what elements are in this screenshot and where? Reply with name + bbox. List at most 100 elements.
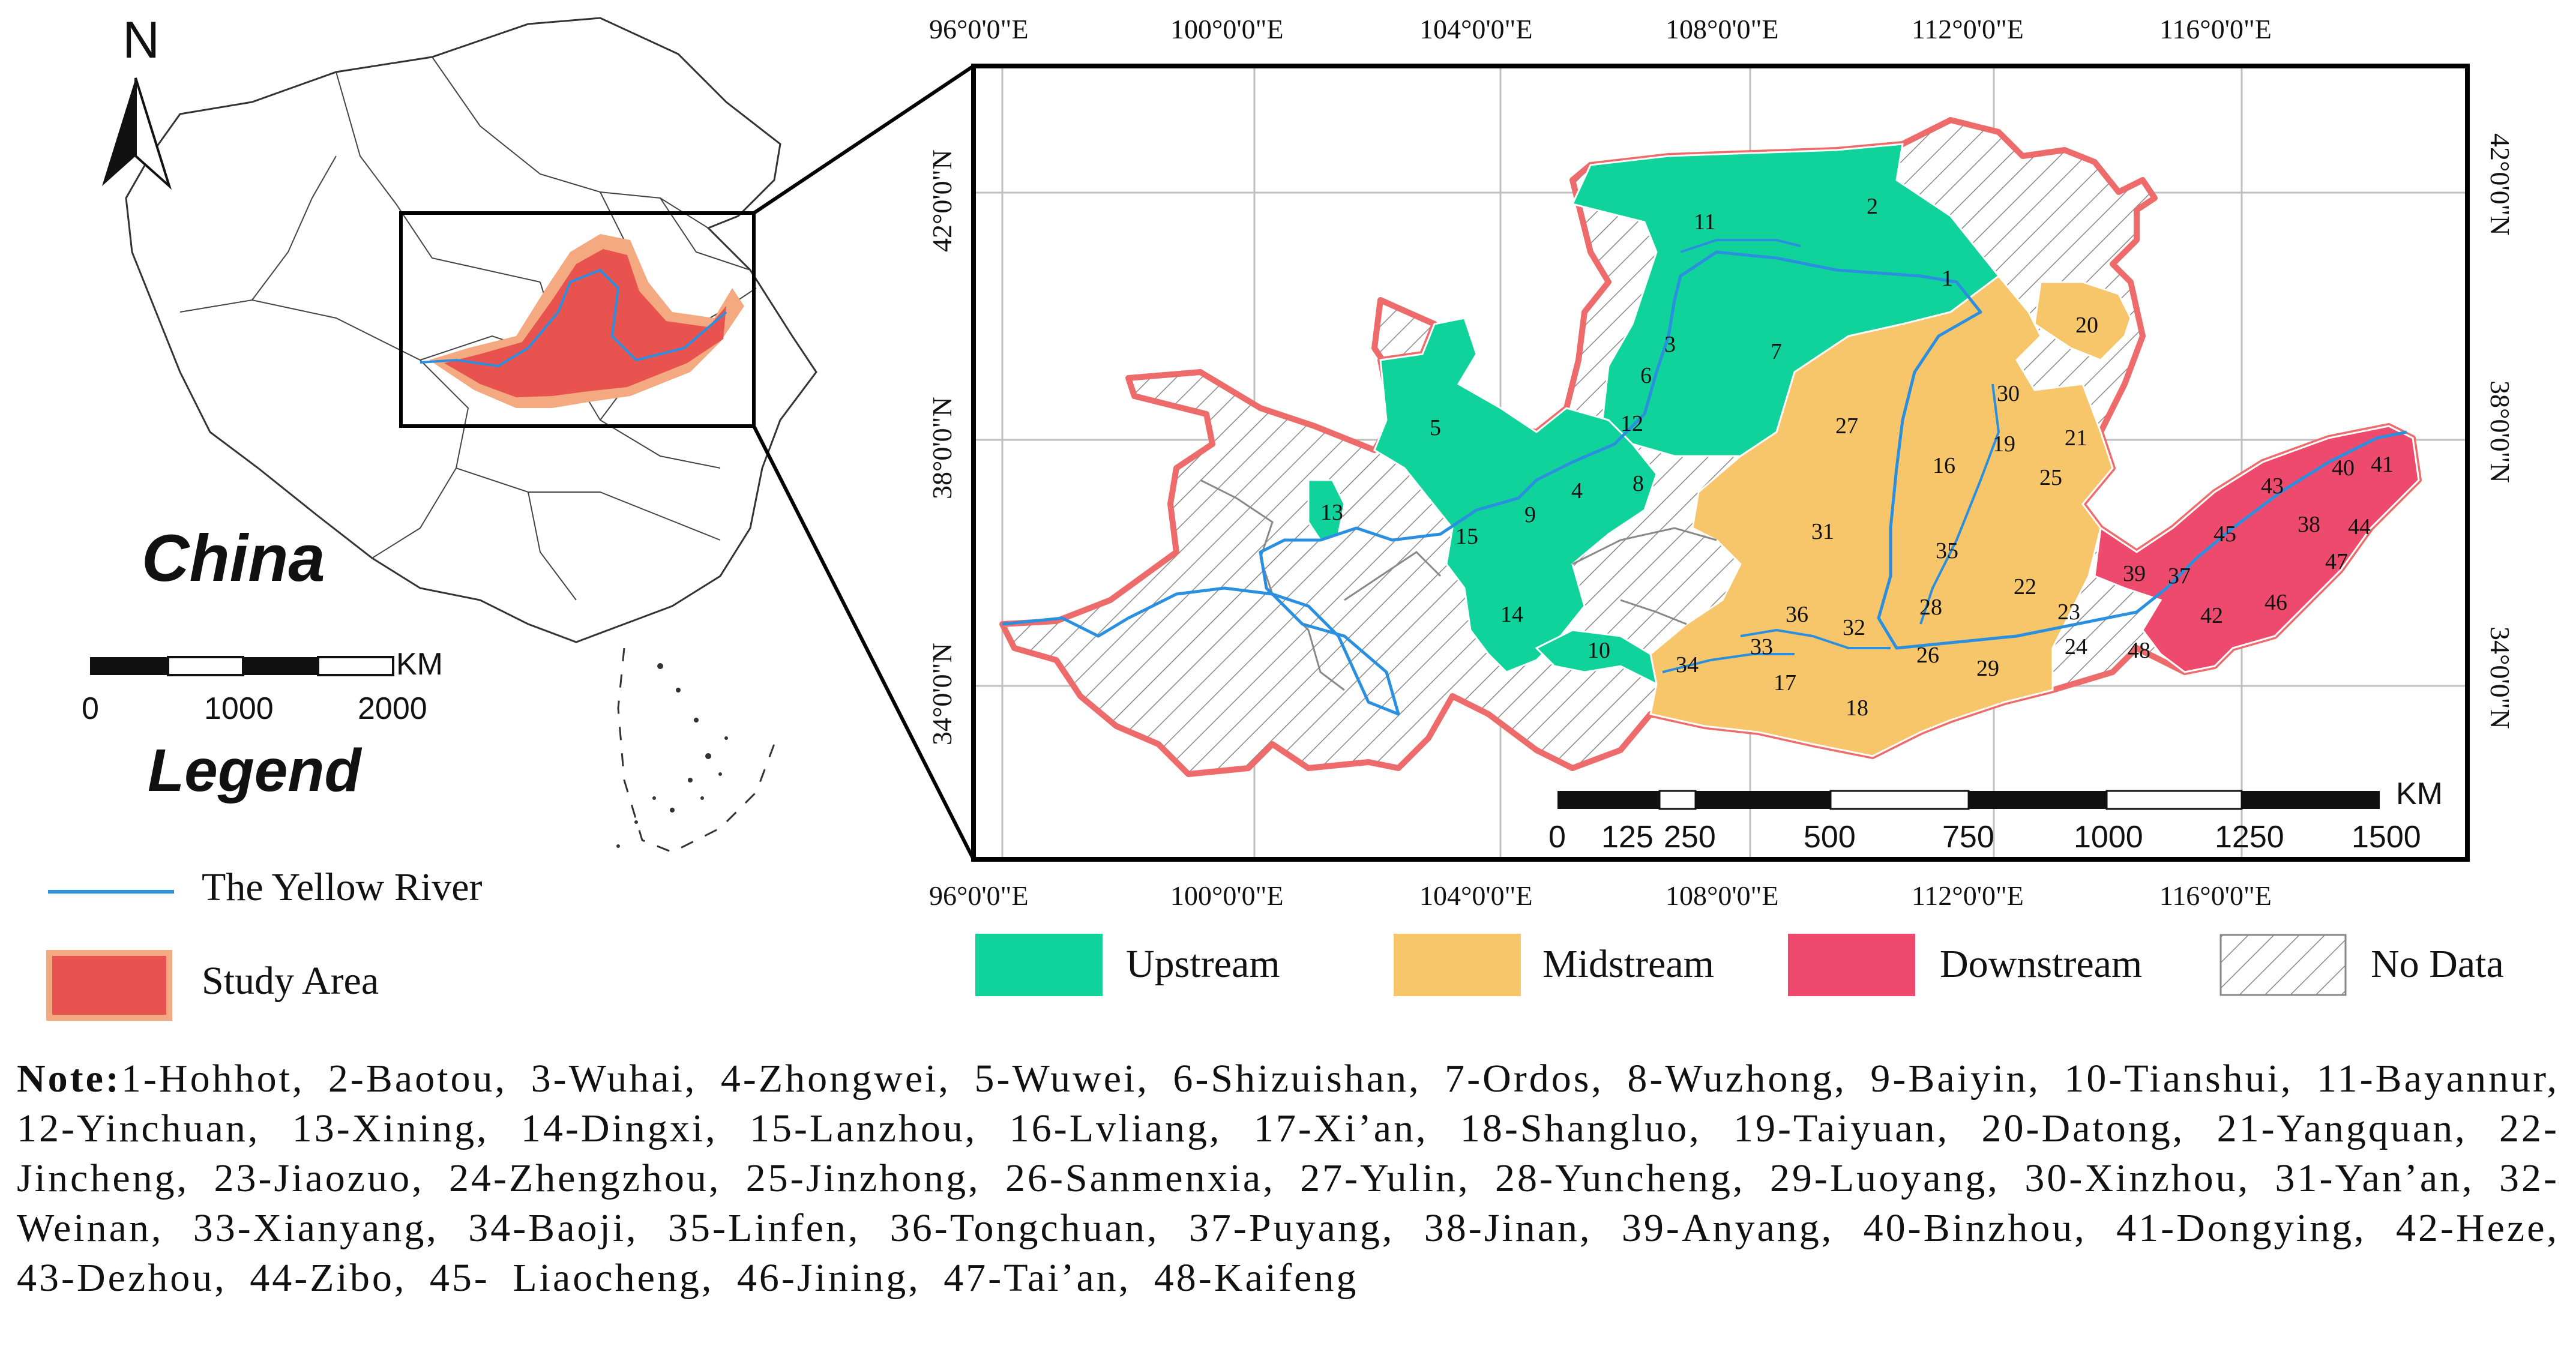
region-label-47: 47	[2325, 549, 2348, 574]
latitude-labels-left: 42°0'0"N 38°0'0"N 34°0'0"N	[927, 149, 957, 745]
city-index-note: Note:1-Hohhot, 2-Baotou, 3-Wuhai, 4-Zhon…	[17, 1054, 2559, 1303]
region-label-43: 43	[2261, 473, 2284, 499]
region-label-3: 3	[1664, 332, 1676, 357]
region-label-10: 10	[1587, 638, 1610, 663]
lon-label-bottom-104: 104°0'0"E	[1419, 880, 1533, 911]
hetao-loop	[1680, 239, 1801, 253]
region-label-20: 20	[2075, 313, 2098, 338]
region-label-18: 18	[1846, 696, 1868, 721]
legend-title: Legend	[148, 737, 362, 804]
lat-label-left-38: 38°0'0"N	[927, 397, 957, 499]
no-data-borders	[1200, 479, 1717, 691]
region-label-9: 9	[1524, 502, 1536, 527]
region-label-44: 44	[2348, 514, 2371, 539]
inset-extent-box	[399, 211, 756, 428]
china-outline	[125, 17, 817, 643]
figure-canvas: N China KM 0 1000 2000 Legend The Yellow…	[46, 11, 2515, 1021]
region-label-40: 40	[2332, 455, 2355, 481]
lat-label-left-42: 42°0'0"N	[927, 149, 957, 252]
country-label: China	[142, 521, 325, 595]
latitude-labels-right: 42°0'0"N 38°0'0"N 34°0'0"N	[2485, 133, 2515, 729]
inset-yellow-river	[420, 268, 727, 368]
midstream-label: Midstream	[1542, 942, 1714, 986]
region-label-41: 41	[2371, 452, 2394, 477]
main-scale-tick-500: 500	[1804, 820, 1856, 855]
main-scale-tick-1250: 1250	[2215, 820, 2284, 855]
region-label-22: 22	[2014, 574, 2036, 599]
region-label-2: 2	[1867, 194, 1878, 219]
downstream-swatch	[1788, 934, 1915, 996]
region-label-19: 19	[1993, 431, 2015, 457]
region-label-14: 14	[1500, 602, 1523, 627]
north-label: N	[122, 11, 160, 69]
region-label-23: 23	[2057, 599, 2080, 625]
region-number-labels: 1 2 3 4 5 6 7 8 9 10 11 12 13 14 15 16 1…	[1320, 194, 2394, 721]
region-label-5: 5	[1430, 415, 1441, 440]
river-tributary-1	[1919, 383, 2000, 625]
lon-label-top-116: 116°0'0"E	[2159, 14, 2272, 44]
lon-label-top-108: 108°0'0"E	[1666, 14, 1779, 44]
region-label-24: 24	[2065, 634, 2087, 659]
region-label-30: 30	[1997, 381, 2020, 406]
lon-label-bottom-100: 100°0'0"E	[1170, 880, 1284, 911]
region-label-31: 31	[1811, 519, 1834, 544]
region-label-46: 46	[2265, 590, 2287, 615]
inset-scale-bar: KM 0 1000 2000	[82, 647, 443, 726]
lat-label-right-38: 38°0'0"N	[2485, 380, 2515, 483]
region-label-13: 13	[1320, 500, 1343, 525]
study-area-core	[444, 249, 726, 397]
upstream-swatch	[975, 934, 1103, 996]
longitude-labels-top: 96°0'0"E 100°0'0"E 104°0'0"E 108°0'0"E 1…	[929, 14, 2272, 44]
lon-label-top-100: 100°0'0"E	[1170, 14, 1284, 44]
region-label-36: 36	[1786, 602, 1808, 627]
region-label-4: 4	[1571, 478, 1583, 503]
region-label-21: 21	[2065, 425, 2087, 451]
region-label-6: 6	[1640, 363, 1652, 388]
stream-legend: Upstream Midstream Downstream No Data	[975, 934, 2504, 996]
main-scale-tick-1500: 1500	[2352, 820, 2421, 855]
no-data-label: No Data	[2371, 942, 2504, 986]
main-scale-tick-250: 250	[1664, 820, 1716, 855]
lon-label-bottom-108: 108°0'0"E	[1666, 880, 1779, 911]
upstream-regions	[1307, 143, 2000, 686]
region-label-38: 38	[2298, 512, 2320, 537]
river-tributary-2	[1740, 628, 1891, 649]
region-label-7: 7	[1771, 339, 1782, 364]
midstream-swatch	[1394, 934, 1521, 996]
region-label-39: 39	[2123, 561, 2146, 586]
upstream-label: Upstream	[1126, 942, 1280, 986]
main-scale-tick-125: 125	[1601, 820, 1654, 855]
region-label-37: 37	[2168, 563, 2191, 589]
downstream-regions	[2093, 425, 2420, 673]
region-label-26: 26	[1916, 643, 1939, 668]
main-scale-tick-0: 0	[1548, 820, 1566, 855]
main-map-frame	[971, 64, 2470, 862]
no-data-swatch	[2219, 934, 2347, 996]
region-label-28: 28	[1919, 595, 1942, 620]
region-label-15: 15	[1455, 524, 1478, 549]
inset-scale-tick-2000: 2000	[358, 691, 427, 726]
main-yellow-river	[1002, 250, 2407, 716]
lon-label-top-104: 104°0'0"E	[1419, 14, 1533, 44]
region-label-29: 29	[1976, 656, 1999, 681]
lon-label-bottom-112: 112°0'0"E	[1912, 880, 2024, 911]
region-label-1: 1	[1942, 266, 1953, 291]
lon-label-bottom-116: 116°0'0"E	[2159, 880, 2272, 911]
region-label-48: 48	[2128, 638, 2150, 663]
zoom-connector-top	[753, 64, 975, 215]
inset-scale-tick-1000: 1000	[204, 691, 274, 726]
main-map: 1 2 3 4 5 6 7 8 9 10 11 12 13 14 15 16 1…	[927, 14, 2515, 911]
region-label-16: 16	[1933, 453, 1955, 478]
region-label-34: 34	[1676, 652, 1699, 677]
inset-scale-tick-0: 0	[82, 691, 99, 726]
note-text: 1-Hohhot, 2-Baotou, 3-Wuhai, 4-Zhongwei,…	[17, 1057, 2559, 1300]
lat-label-right-42: 42°0'0"N	[2485, 133, 2515, 236]
region-label-32: 32	[1843, 615, 1865, 640]
region-label-8: 8	[1633, 471, 1644, 496]
region-label-35: 35	[1936, 538, 1958, 563]
lon-label-bottom-96: 96°0'0"E	[929, 880, 1029, 911]
region-label-25: 25	[2039, 465, 2062, 490]
inset-scale-unit: KM	[396, 647, 443, 682]
lat-label-right-34: 34°0'0"N	[2485, 626, 2515, 729]
lon-label-top-112: 112°0'0"E	[1912, 14, 2024, 44]
